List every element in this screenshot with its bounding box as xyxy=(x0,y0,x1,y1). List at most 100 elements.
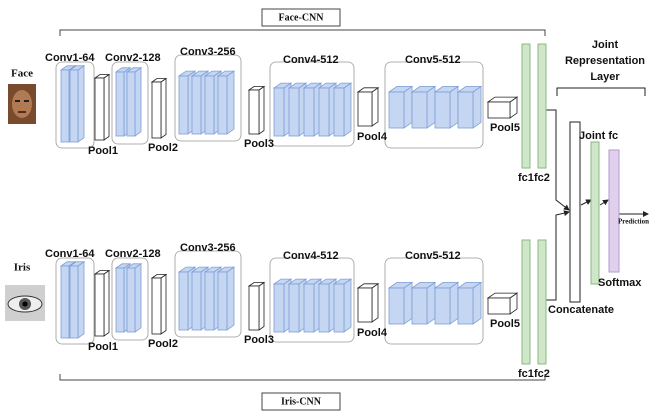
layer-front xyxy=(60,69,70,143)
conv-group xyxy=(269,61,355,147)
pool-label: Pool5 xyxy=(490,122,520,134)
brace xyxy=(59,374,546,381)
layer-side xyxy=(103,269,110,337)
pool-label: Pool1 xyxy=(88,145,118,157)
layer-side xyxy=(449,85,459,129)
layer-front xyxy=(318,87,330,137)
connections xyxy=(546,87,649,301)
joint-green-bar xyxy=(590,141,600,285)
layer-side xyxy=(403,281,413,325)
layer-front xyxy=(288,283,300,333)
layer-side xyxy=(160,77,167,139)
layer-front xyxy=(303,283,315,333)
joint-fc-bar xyxy=(569,121,581,303)
joint-title: Joint xyxy=(592,39,619,51)
layer-front xyxy=(487,101,511,119)
layer-front xyxy=(217,75,228,135)
layer-front xyxy=(178,271,189,331)
layer-front xyxy=(178,75,189,135)
layer-front xyxy=(434,287,451,325)
layer-front xyxy=(457,91,474,129)
input-label: Face xyxy=(11,68,33,80)
pool-label: Pool5 xyxy=(490,318,520,330)
layer-side xyxy=(134,263,142,333)
fc-bar xyxy=(521,43,531,169)
conv-label: Conv3-256 xyxy=(180,242,236,254)
pool-label: Pool2 xyxy=(148,338,178,350)
cnn-title: Face-CNN xyxy=(279,12,325,23)
layer-front xyxy=(333,283,345,333)
joint-title: Representation xyxy=(565,55,645,67)
fc-bar xyxy=(521,239,531,365)
pool-label: Pool3 xyxy=(244,138,274,150)
layer-side xyxy=(343,278,352,333)
fc-label: fc1 xyxy=(518,172,534,184)
layer-front xyxy=(457,287,474,325)
conv-label: Conv2-128 xyxy=(105,248,161,260)
conv-group xyxy=(55,61,95,149)
layer-side xyxy=(343,82,352,137)
layer-front xyxy=(191,75,202,135)
layer-front xyxy=(273,283,285,333)
layer-front xyxy=(434,91,451,129)
layer-front xyxy=(204,271,215,331)
prediction-label: Prediction xyxy=(618,218,649,226)
layer-front xyxy=(60,265,70,339)
layer-front xyxy=(69,265,79,339)
layer-front xyxy=(333,87,345,137)
conv-group xyxy=(111,61,149,145)
pool-label: Pool3 xyxy=(244,334,274,346)
joint-title: Layer xyxy=(590,71,620,83)
conv-label: Conv3-256 xyxy=(180,46,236,58)
fc-label: fc1 xyxy=(518,368,534,380)
fc-bar xyxy=(537,239,547,365)
pool-label: Pool4 xyxy=(357,327,388,339)
face-image xyxy=(8,84,36,124)
conv-group xyxy=(55,257,95,345)
layer-side xyxy=(403,85,413,129)
layer-side xyxy=(226,70,235,135)
layer-front xyxy=(357,91,373,127)
layer-side xyxy=(160,273,167,335)
conv-group xyxy=(384,257,484,345)
conv-group xyxy=(174,250,242,338)
layer-front xyxy=(151,277,162,335)
layer-front xyxy=(217,271,228,331)
layer-side xyxy=(258,85,265,135)
pool-label: Pool1 xyxy=(88,341,118,353)
conv-group xyxy=(111,257,149,341)
layer-side xyxy=(103,73,110,141)
layer-front xyxy=(411,287,428,325)
layer-front xyxy=(288,87,300,137)
layer-front xyxy=(151,81,162,139)
layer-front xyxy=(126,71,136,137)
layer-front xyxy=(388,91,405,129)
layer-front xyxy=(487,297,511,315)
layer-side xyxy=(426,281,436,325)
pool-label: Pool4 xyxy=(357,131,388,143)
conv-label: Conv2-128 xyxy=(105,52,161,64)
fc-label: fc2 xyxy=(534,368,550,380)
layer-front xyxy=(191,271,202,331)
conv-label: Conv5-512 xyxy=(405,54,461,66)
layer-side xyxy=(134,67,142,137)
pool-label: Pool2 xyxy=(148,142,178,154)
layer-front xyxy=(248,285,260,331)
layer-front xyxy=(388,287,405,325)
layer-front xyxy=(248,89,260,135)
title-box xyxy=(261,8,341,27)
brace xyxy=(59,29,546,36)
joint-fc-label: Joint fc xyxy=(579,130,618,142)
layer-front xyxy=(69,69,79,143)
layer-front xyxy=(115,71,125,137)
conv-group xyxy=(174,54,242,142)
title-box xyxy=(261,392,341,411)
conv-label: Conv1-64 xyxy=(45,52,95,64)
layer-front xyxy=(411,91,428,129)
input-label: Iris xyxy=(14,262,31,274)
layer-side xyxy=(77,261,85,339)
layer-side xyxy=(472,85,482,129)
conv-label: Conv5-512 xyxy=(405,250,461,262)
softmax-label: Softmax xyxy=(598,277,642,289)
